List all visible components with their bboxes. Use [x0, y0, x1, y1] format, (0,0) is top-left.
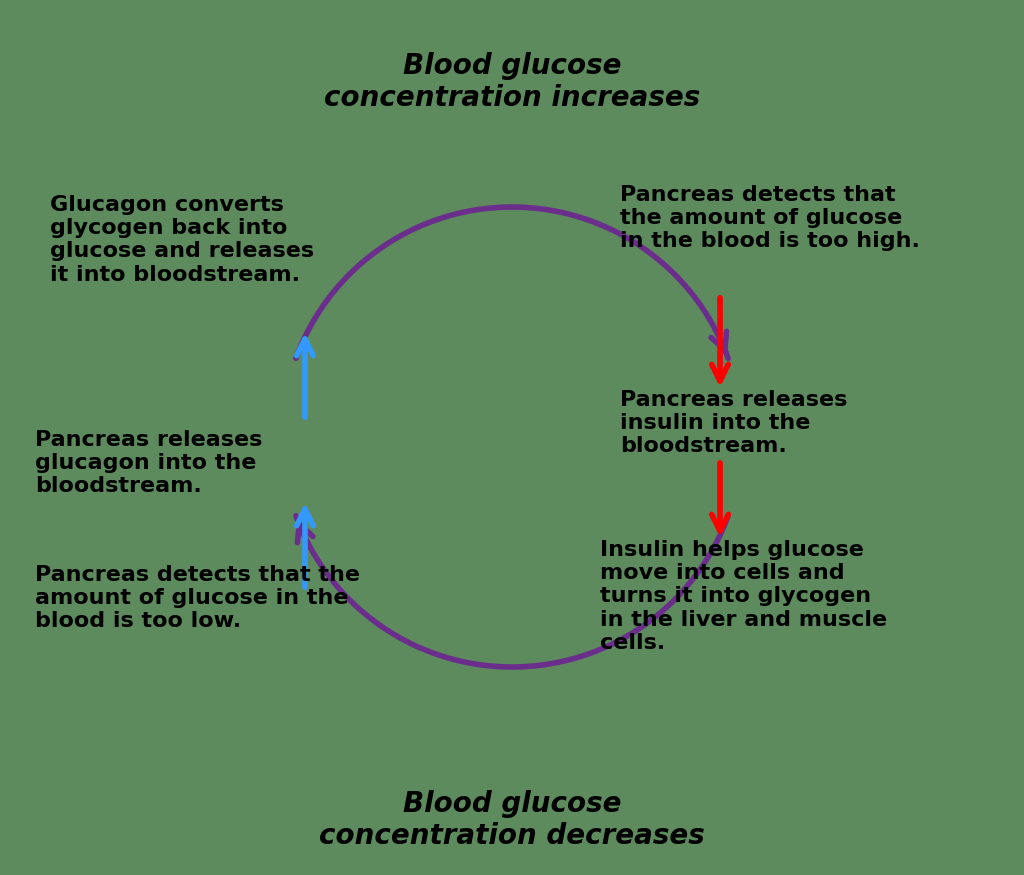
Text: Glucagon converts
glycogen back into
glucose and releases
it into bloodstream.: Glucagon converts glycogen back into glu…	[50, 195, 314, 284]
Text: Pancreas detects that the
amount of glucose in the
blood is too low.: Pancreas detects that the amount of gluc…	[35, 565, 360, 632]
Text: Blood glucose
concentration decreases: Blood glucose concentration decreases	[319, 790, 705, 850]
Text: Blood glucose
concentration increases: Blood glucose concentration increases	[324, 52, 700, 112]
Text: Insulin helps glucose
move into cells and
turns it into glycogen
in the liver an: Insulin helps glucose move into cells an…	[600, 540, 887, 653]
Text: Pancreas releases
insulin into the
bloodstream.: Pancreas releases insulin into the blood…	[620, 390, 848, 457]
Text: Pancreas releases
glucagon into the
bloodstream.: Pancreas releases glucagon into the bloo…	[35, 430, 262, 496]
Text: Pancreas detects that
the amount of glucose
in the blood is too high.: Pancreas detects that the amount of gluc…	[620, 185, 920, 251]
